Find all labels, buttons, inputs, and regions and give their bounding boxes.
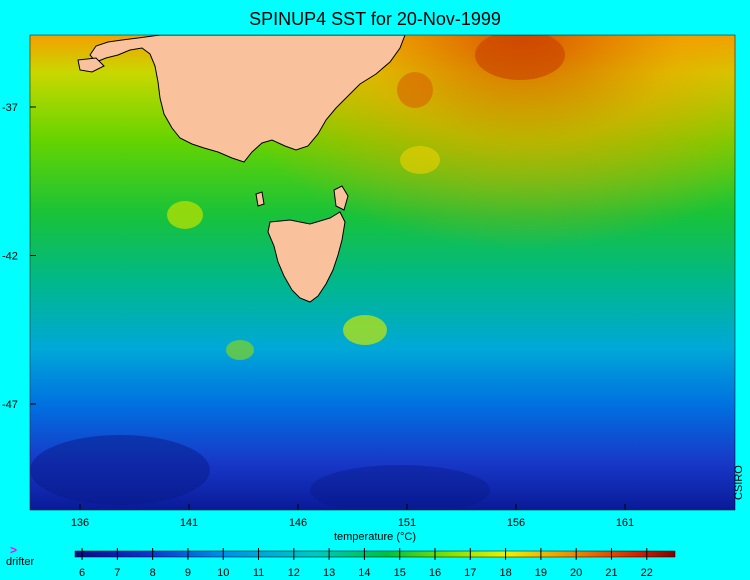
colorbar-tick-label: 18 bbox=[499, 567, 511, 579]
eddy bbox=[343, 315, 387, 345]
flinders-island bbox=[333, 185, 349, 211]
colorbar-tick-label: 21 bbox=[605, 567, 617, 579]
colorbar-tick-label: 6 bbox=[79, 567, 85, 579]
x-axis: 136 141 146 151 156 161 bbox=[71, 504, 634, 529]
colorbar-tick-label: 16 bbox=[429, 567, 441, 579]
y-tick-label: -47 bbox=[2, 399, 18, 411]
drifter-label: drifter bbox=[6, 556, 35, 568]
colorbar-tick-label: 12 bbox=[288, 567, 300, 579]
colorbar-tick-label: 19 bbox=[535, 567, 547, 579]
tasmania bbox=[267, 211, 346, 303]
x-tick-label: 136 bbox=[71, 517, 89, 529]
eddy bbox=[167, 201, 203, 229]
eddy bbox=[475, 35, 565, 80]
warm-current-region bbox=[30, 35, 735, 510]
eddy bbox=[400, 146, 440, 174]
eddy bbox=[397, 72, 433, 108]
colorbar-tick-label: 10 bbox=[217, 567, 229, 579]
x-tick-label: 156 bbox=[507, 517, 525, 529]
x-tick-label: 146 bbox=[289, 517, 307, 529]
eddy bbox=[226, 340, 254, 360]
colorbar-scale bbox=[74, 550, 676, 558]
colorbar-tick-label: 17 bbox=[464, 567, 476, 579]
cold-pool bbox=[310, 465, 490, 510]
colorbar-tick-label: 13 bbox=[323, 567, 335, 579]
x-tick-label: 151 bbox=[398, 517, 416, 529]
drifter-icon: > bbox=[10, 543, 18, 557]
colorbar-tick-label: 20 bbox=[570, 567, 582, 579]
y-tick-label: -42 bbox=[2, 251, 18, 263]
colorbar-tick-label: 14 bbox=[358, 567, 370, 579]
cold-pool bbox=[30, 435, 210, 505]
kangaroo-island bbox=[77, 57, 105, 73]
colorbar-tick-label: 15 bbox=[394, 567, 406, 579]
colorbar-tick-label: 11 bbox=[253, 567, 264, 579]
x-tick-label: 161 bbox=[616, 517, 634, 529]
colorbar-tick-label: 7 bbox=[114, 567, 120, 579]
y-axis: -37 -42 -47 bbox=[2, 102, 36, 411]
colorbar-tick-label: 8 bbox=[150, 567, 156, 579]
map-title: SPINUP4 SST for 20-Nov-1999 bbox=[249, 9, 501, 29]
y-tick-label: -37 bbox=[2, 102, 18, 114]
plot-frame bbox=[29, 34, 736, 511]
colorbar-tick-label: 9 bbox=[185, 567, 191, 579]
colorbar-title: temperature (°C) bbox=[333, 531, 417, 543]
colorbar-tick-label: 22 bbox=[641, 567, 653, 579]
king-island bbox=[255, 191, 265, 207]
x-tick-label: 141 bbox=[180, 517, 198, 529]
